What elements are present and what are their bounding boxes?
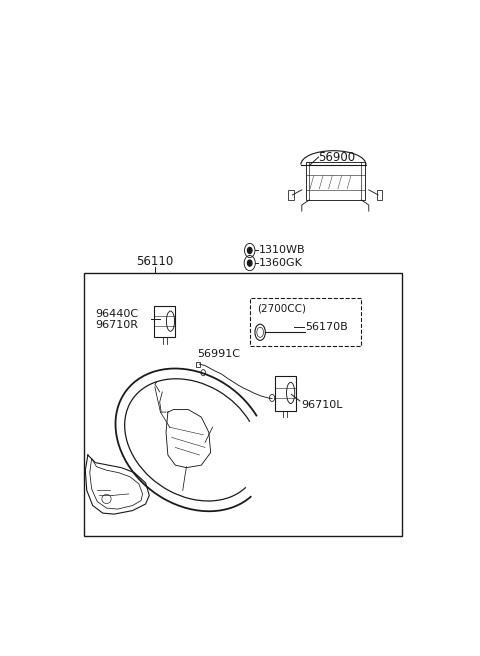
Bar	[275, 377, 296, 411]
Bar	[250, 298, 361, 346]
Bar	[84, 273, 402, 536]
Circle shape	[248, 247, 252, 253]
Text: 56110: 56110	[136, 255, 173, 268]
Text: 96710L: 96710L	[301, 400, 343, 409]
Bar	[288, 190, 294, 200]
Circle shape	[248, 260, 252, 266]
Bar	[305, 162, 365, 200]
Text: 56900: 56900	[319, 150, 356, 163]
Text: 1310WB: 1310WB	[259, 245, 306, 255]
Bar	[196, 361, 200, 367]
Text: 56170B: 56170B	[305, 322, 348, 332]
Bar	[377, 190, 382, 200]
Text: (2700CC): (2700CC)	[257, 304, 306, 314]
Text: 1360GK: 1360GK	[259, 258, 303, 268]
Text: 96710R: 96710R	[96, 320, 138, 330]
Text: 96440C: 96440C	[96, 308, 138, 319]
Bar	[155, 306, 175, 337]
Text: 56991C: 56991C	[198, 349, 240, 359]
